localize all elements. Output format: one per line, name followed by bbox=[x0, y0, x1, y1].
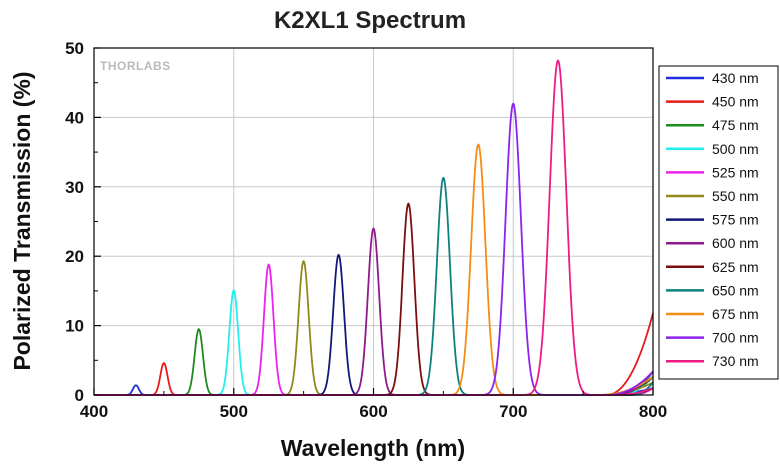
legend-label: 625 nm bbox=[712, 259, 759, 275]
y-axis-label: Polarized Transmission (%) bbox=[9, 71, 35, 370]
x-tick-label: 800 bbox=[639, 402, 667, 421]
legend-label: 575 nm bbox=[712, 212, 759, 228]
legend-label: 700 nm bbox=[712, 330, 759, 346]
legend-label: 450 nm bbox=[712, 94, 759, 110]
x-axis-label: Wavelength (nm) bbox=[281, 435, 465, 461]
x-tick-label: 700 bbox=[499, 402, 527, 421]
x-tick-label: 500 bbox=[220, 402, 248, 421]
x-tick-label: 600 bbox=[359, 402, 387, 421]
legend-label: 650 nm bbox=[712, 282, 759, 298]
axis-ticks: 400 500 600 700 800 0 10 20 30 40 50 bbox=[65, 39, 667, 421]
legend-label: 550 nm bbox=[712, 188, 759, 204]
legend-label: 500 nm bbox=[712, 141, 759, 157]
legend: 430 nm 450 nm 475 nm 500 nm 525 nm 550 nm 575 … bbox=[666, 70, 759, 369]
legend-label: 675 nm bbox=[712, 306, 759, 322]
legend-label: 475 nm bbox=[712, 117, 759, 133]
y-tick-label: 50 bbox=[65, 39, 84, 58]
y-tick-label: 30 bbox=[65, 178, 84, 197]
watermark: THORLABS bbox=[100, 59, 171, 73]
y-tick-label: 0 bbox=[75, 386, 84, 405]
legend-label: 430 nm bbox=[712, 70, 759, 86]
legend-label: 600 nm bbox=[712, 235, 759, 251]
legend-box bbox=[658, 65, 779, 380]
chart-title: K2XL1 Spectrum bbox=[274, 7, 466, 34]
y-tick-label: 20 bbox=[65, 247, 84, 266]
legend-label: 525 nm bbox=[712, 164, 759, 180]
x-tick-label: 400 bbox=[80, 402, 108, 421]
legend-label: 730 nm bbox=[712, 353, 759, 369]
y-tick-label: 40 bbox=[65, 108, 84, 127]
y-tick-label: 10 bbox=[65, 317, 84, 336]
